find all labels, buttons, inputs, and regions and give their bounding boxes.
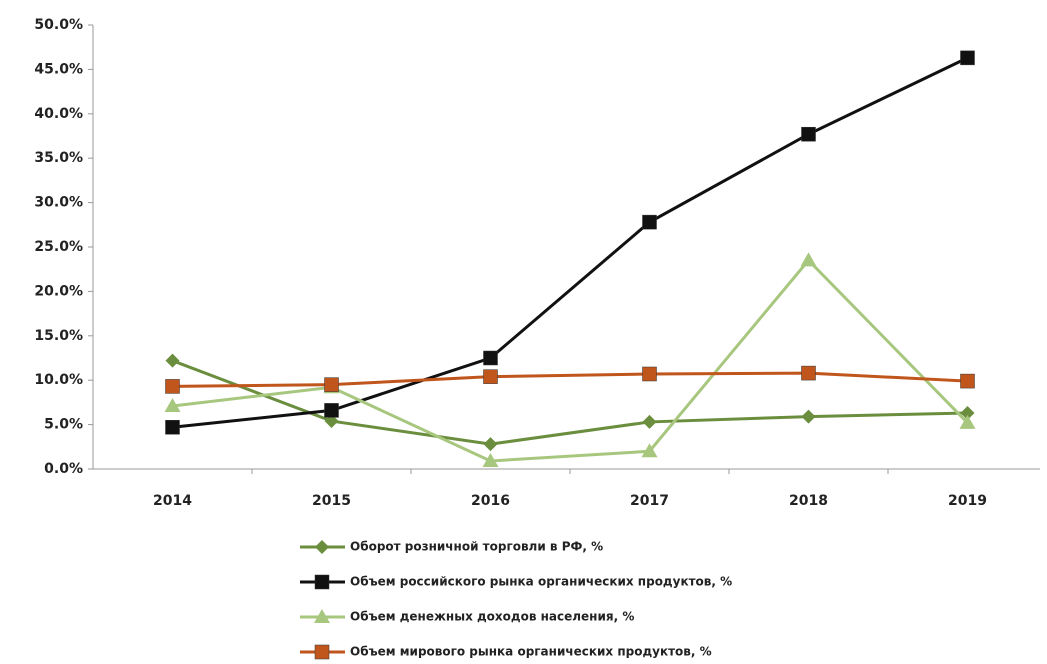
legend-marker: [315, 540, 329, 554]
y-tick-label: 45.0%: [34, 61, 83, 77]
y-tick-label: 40.0%: [34, 106, 83, 122]
x-tick-label: 2018: [789, 493, 828, 509]
data-point: [642, 414, 657, 429]
series-line: [171, 359, 968, 446]
data-point: [482, 453, 499, 468]
y-tick-label: 35.0%: [34, 150, 83, 166]
y-tick-label: 5.0%: [44, 417, 83, 433]
data-point: [483, 369, 498, 384]
x-tick-label: 2015: [312, 493, 351, 509]
legend-label: Оборот розничной торговли в РФ, %: [350, 540, 603, 554]
y-tick-label: 50.0%: [34, 17, 83, 33]
data-point: [642, 214, 657, 230]
legend-label: Объем российского рынка органических про…: [350, 575, 732, 589]
data-point: [165, 420, 180, 435]
data-point: [164, 397, 181, 412]
data-point: [642, 366, 657, 382]
series-line: [172, 56, 969, 429]
data-point: [324, 403, 339, 418]
y-tick-label: 15.0%: [34, 328, 83, 344]
data-point: [801, 365, 816, 381]
data-point: [801, 126, 816, 142]
x-tick-label: 2019: [948, 493, 987, 509]
data-point: [641, 443, 658, 458]
data-point: [165, 353, 180, 368]
y-tick-label: 0.0%: [44, 461, 83, 477]
y-tick-label: 10.0%: [34, 372, 83, 388]
y-tick-label: 25.0%: [34, 239, 83, 255]
data-point: [800, 252, 817, 267]
y-tick-label: 20.0%: [34, 283, 83, 299]
data-point: [483, 350, 498, 366]
data-point: [801, 409, 816, 424]
legend-label: Объем денежных доходов населения, %: [350, 610, 634, 624]
data-point: [960, 373, 975, 389]
data-point: [959, 414, 976, 429]
x-tick-label: 2017: [630, 493, 669, 509]
series-line: [172, 371, 968, 388]
legend-label: Объем мирового рынка органических продук…: [350, 645, 712, 659]
data-point: [960, 406, 975, 421]
x-tick-label: 2016: [471, 493, 510, 509]
y-tick-label: 30.0%: [34, 195, 83, 211]
data-point: [960, 50, 975, 66]
legend-marker: [314, 574, 330, 590]
x-tick-label: 2014: [153, 493, 192, 509]
legend-marker: [314, 609, 330, 623]
series-line: [172, 258, 969, 463]
data-point: [165, 379, 180, 394]
data-point: [483, 437, 498, 452]
legend-marker: [314, 644, 330, 660]
data-point: [324, 377, 339, 392]
